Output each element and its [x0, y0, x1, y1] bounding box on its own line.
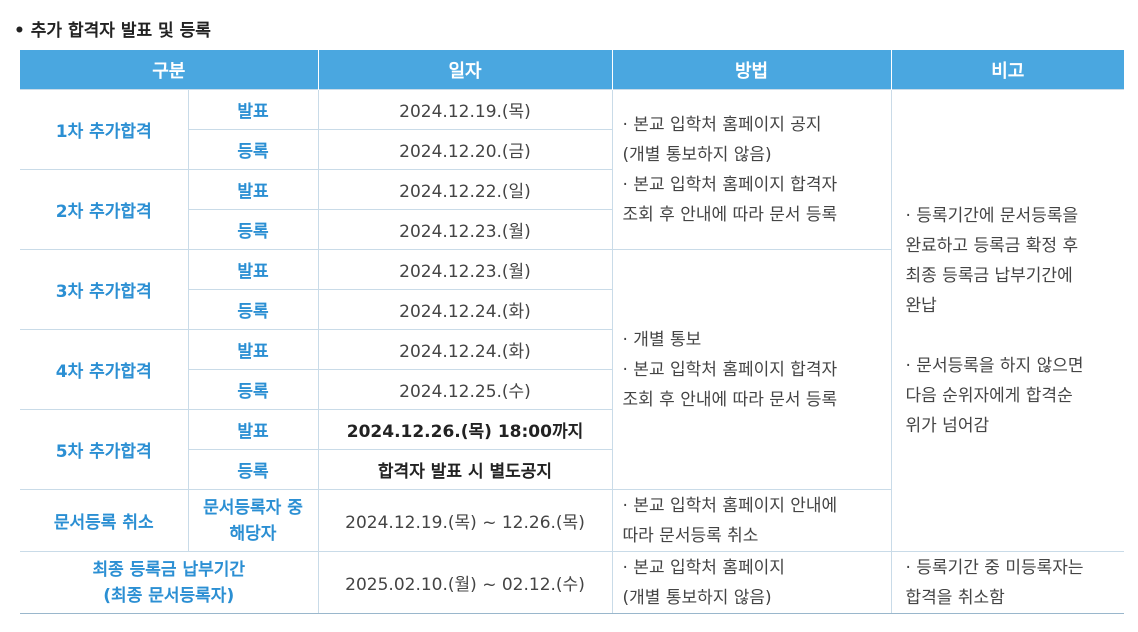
- method-line: · 본교 입학처 홈페이지: [622, 557, 785, 578]
- method-line: · 본교 입학처 홈페이지 안내에: [622, 495, 838, 516]
- table-row: 등록 2024.12.24.(화): [20, 289, 1124, 330]
- register-label: 등록: [188, 289, 319, 330]
- method-line: (개별 통보하지 않음): [622, 144, 772, 165]
- announce-date: 2024.12.19.(목): [317, 89, 613, 130]
- cancel-date: 2024.12.19.(목) ~ 12.26.(목): [317, 489, 613, 552]
- round-5-label: 5차 추가합격: [20, 409, 189, 490]
- header-note: 비고: [890, 50, 1124, 90]
- announce-label: 발표: [187, 169, 319, 210]
- final-payment-label: 최종 등록금 납부기간 (최종 문서등록자): [20, 551, 319, 614]
- announce-label: 발표: [187, 89, 319, 130]
- register-date: 2024.12.25.(수): [317, 369, 612, 410]
- announce-date: 2024.12.22.(일): [317, 169, 612, 210]
- cancel-target-line: 해당자: [229, 523, 277, 544]
- final-payment-line: 최종 등록금 납부기간: [92, 559, 246, 580]
- note-cell-registration: · 등록기간에 문서등록을 완료하고 등록금 확정 후 최종 등록금 납부기간에…: [890, 89, 1124, 552]
- table-row: 3차 추가합격 발표 2024.12.23.(월) · 개별 통보 · 본교 입…: [20, 249, 1124, 490]
- note-line: · 등록기간 중 미등록자는: [905, 557, 1084, 578]
- cancel-label: 문서등록 취소: [20, 489, 189, 552]
- register-date: 2024.12.20.(금): [317, 129, 612, 170]
- note-line: · 등록기간에 문서등록을: [905, 205, 1079, 226]
- announce-label: 발표: [187, 409, 319, 450]
- note-line: 합격을 취소함: [905, 587, 1005, 608]
- cancel-method: · 본교 입학처 홈페이지 안내에 따라 문서등록 취소: [611, 489, 891, 552]
- round-4-label: 4차 추가합격: [20, 329, 189, 410]
- method-cell-online: · 본교 입학처 홈페이지 공지 (개별 통보하지 않음) · 본교 입학처 홈…: [611, 89, 892, 250]
- table-row: 최종 등록금 납부기간 (최종 문서등록자) 2025.02.10.(월) ~ …: [20, 551, 1124, 614]
- announce-date: 2024.12.26.(목) 18:00까지: [317, 409, 612, 450]
- table-row: 등록 2024.12.25.(수): [20, 369, 1124, 410]
- final-note: · 등록기간 중 미등록자는 합격을 취소함: [890, 551, 1124, 614]
- method-line: · 본교 입학처 홈페이지 합격자: [622, 359, 838, 380]
- method-line: · 본교 입학처 홈페이지 합격자: [622, 174, 838, 195]
- table-row: 등록 2024.12.23.(월): [20, 209, 1124, 250]
- note-line: 완료하고 등록금 확정 후: [905, 235, 1079, 256]
- final-payment-date: 2025.02.10.(월) ~ 02.12.(수): [317, 551, 613, 614]
- header-date: 일자: [317, 50, 613, 90]
- cancel-target-line: 문서등록자 중: [203, 497, 303, 518]
- round-1-label: 1차 추가합격: [20, 89, 189, 170]
- method-line: · 개별 통보: [622, 329, 702, 350]
- note-line: 완납: [905, 295, 937, 316]
- round-3-label: 3차 추가합격: [20, 249, 189, 330]
- register-label: 등록: [188, 369, 319, 410]
- table-row: 1차 추가합격 발표 2024.12.19.(목) · 본교 입학처 홈페이지 …: [20, 89, 1124, 552]
- method-line: 조회 후 안내에 따라 문서 등록: [622, 204, 838, 225]
- announce-label: 발표: [187, 329, 319, 370]
- final-method: · 본교 입학처 홈페이지 (개별 통보하지 않음): [611, 551, 892, 614]
- table-row: 등록 2024.12.20.(금): [20, 129, 1124, 170]
- register-label: 등록: [188, 449, 319, 490]
- table-row: 5차 추가합격 발표 2024.12.26.(목) 18:00까지: [20, 409, 1124, 490]
- table-row: 등록 합격자 발표 시 별도공지: [20, 449, 1124, 490]
- register-date: 2024.12.24.(화): [317, 289, 612, 330]
- method-cell-individual: · 개별 통보 · 본교 입학처 홈페이지 합격자 조회 후 안내에 따라 문서…: [611, 249, 891, 490]
- register-label: 등록: [188, 129, 319, 170]
- admission-schedule-table: 구분 일자 방법 비고 1차 추가합격 발표 2024.12.19.(목) · …: [20, 50, 1124, 614]
- announce-date: 2024.12.23.(월): [317, 249, 613, 290]
- method-line: · 본교 입학처 홈페이지 공지: [622, 114, 822, 135]
- table-row: 4차 추가합격 발표 2024.12.24.(화): [20, 329, 1124, 410]
- table-header-row: 구분 일자 방법 비고: [20, 50, 1124, 90]
- section-title: • 추가 합격자 발표 및 등록: [14, 21, 211, 41]
- final-payment-line: (최종 문서등록자): [103, 585, 235, 606]
- header-method: 방법: [611, 50, 892, 90]
- note-line: · 문서등록을 하지 않으면: [905, 355, 1084, 376]
- register-date: 합격자 발표 시 별도공지: [317, 449, 612, 490]
- table-row: 문서등록 취소 문서등록자 중 해당자 2024.12.19.(목) ~ 12.…: [20, 489, 1124, 552]
- note-line: 다음 순위자에게 합격순: [905, 385, 1073, 406]
- table-row: 2차 추가합격 발표 2024.12.22.(일): [20, 169, 1124, 250]
- header-category: 구분: [20, 50, 319, 90]
- announce-label: 발표: [187, 249, 319, 290]
- cancel-target-label: 문서등록자 중 해당자: [187, 489, 319, 552]
- method-line: (개별 통보하지 않음): [622, 587, 772, 608]
- note-line: 최종 등록금 납부기간에: [905, 265, 1073, 286]
- note-line: 위가 넘어감: [905, 415, 990, 436]
- method-line: 따라 문서등록 취소: [622, 525, 759, 546]
- round-2-label: 2차 추가합격: [20, 169, 189, 250]
- announce-date: 2024.12.24.(화): [317, 329, 612, 370]
- register-date: 2024.12.23.(월): [317, 209, 612, 250]
- register-label: 등록: [188, 209, 319, 250]
- method-line: 조회 후 안내에 따라 문서 등록: [622, 389, 838, 410]
